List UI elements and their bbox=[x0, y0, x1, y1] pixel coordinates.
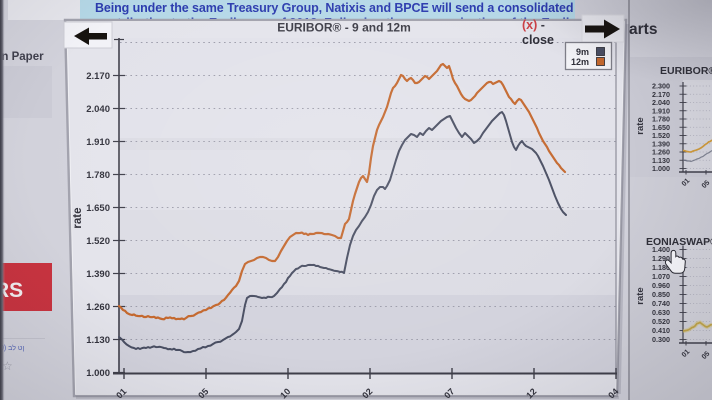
svg-text:1.070: 1.070 bbox=[652, 272, 670, 281]
svg-text:2.300: 2.300 bbox=[652, 82, 670, 91]
svg-text:2.170: 2.170 bbox=[86, 71, 110, 82]
svg-text:0.630: 0.630 bbox=[652, 308, 670, 317]
svg-text:1.650: 1.650 bbox=[86, 203, 110, 214]
svg-text:1.180: 1.180 bbox=[652, 263, 670, 272]
svg-text:1.000: 1.000 bbox=[86, 368, 110, 379]
svg-text:2.040: 2.040 bbox=[652, 98, 670, 107]
svg-text:rate: rate bbox=[72, 207, 84, 228]
svg-text:0.740: 0.740 bbox=[652, 299, 670, 308]
svg-text:1.910: 1.910 bbox=[652, 106, 670, 115]
svg-text:1.780: 1.780 bbox=[86, 170, 110, 181]
svg-text:1.520: 1.520 bbox=[86, 236, 110, 247]
svg-text:EURIBOR® - 9 and 12m: EURIBOR® - 9 and 12m bbox=[277, 21, 411, 35]
svg-text:1.290: 1.290 bbox=[652, 254, 670, 263]
svg-text:1.130: 1.130 bbox=[86, 335, 110, 346]
svg-text:rate: rate bbox=[635, 117, 646, 134]
svg-text:arts: arts bbox=[629, 21, 657, 38]
svg-text:(x) -: (x) - bbox=[522, 18, 545, 32]
svg-text:1.910: 1.910 bbox=[86, 137, 110, 148]
svg-text:1.780: 1.780 bbox=[652, 115, 670, 124]
svg-text:0.960: 0.960 bbox=[652, 281, 670, 290]
svg-text:1.390: 1.390 bbox=[86, 269, 110, 280]
svg-text:1.520: 1.520 bbox=[652, 131, 670, 140]
svg-text:0.520: 0.520 bbox=[652, 317, 670, 326]
svg-text:0.410: 0.410 bbox=[652, 326, 670, 335]
svg-text:0.300: 0.300 bbox=[652, 335, 670, 344]
svg-text:EONIASWAP®: EONIASWAP® bbox=[646, 236, 712, 248]
svg-text:0.850: 0.850 bbox=[652, 290, 670, 299]
svg-text:12m: 12m bbox=[571, 57, 589, 67]
svg-text:1.260: 1.260 bbox=[652, 148, 670, 157]
svg-text:close: close bbox=[522, 33, 554, 47]
svg-text:1.000: 1.000 bbox=[652, 164, 670, 173]
svg-text:1.650: 1.650 bbox=[652, 123, 670, 132]
svg-text:1.400: 1.400 bbox=[652, 245, 670, 254]
svg-text:EURIBOR®: EURIBOR® bbox=[660, 65, 712, 77]
svg-text:1.260: 1.260 bbox=[86, 302, 110, 313]
svg-text:2.040: 2.040 bbox=[86, 104, 110, 115]
svg-text:2.170: 2.170 bbox=[652, 90, 670, 99]
svg-text:rate: rate bbox=[635, 287, 646, 304]
svg-text:9m: 9m bbox=[576, 47, 589, 57]
svg-text:1.130: 1.130 bbox=[652, 156, 670, 165]
svg-text:1.390: 1.390 bbox=[652, 139, 670, 148]
